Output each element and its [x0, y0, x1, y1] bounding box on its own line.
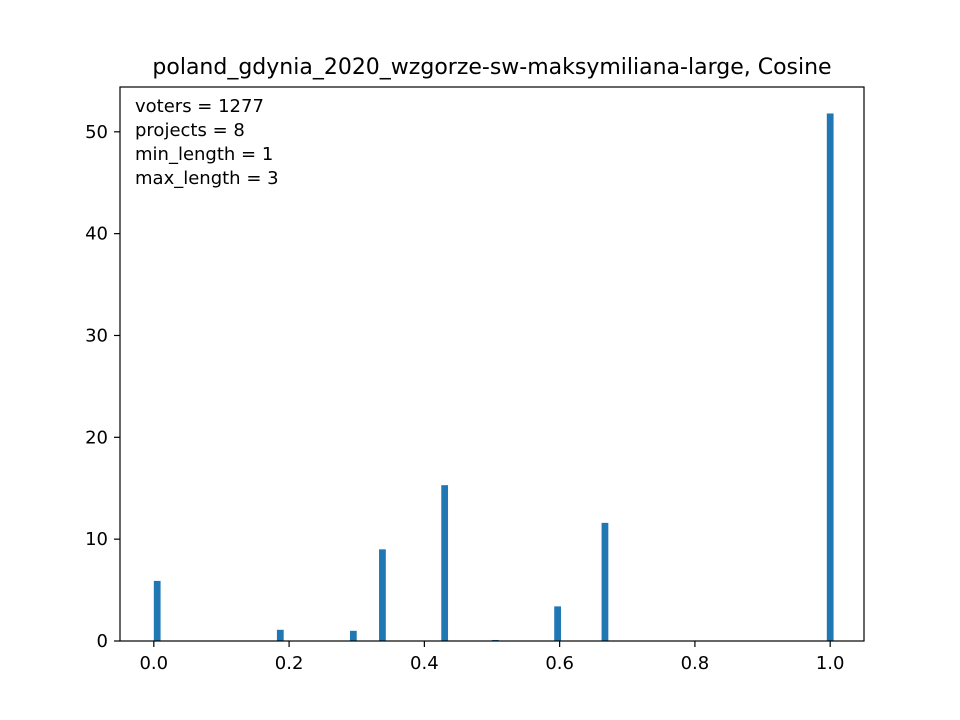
- y-tick-label: 30: [85, 325, 108, 346]
- stats-annotation: voters = 1277 projects = 8 min_length = 1 m…: [135, 96, 279, 189]
- annotation-line: max_length = 3: [135, 168, 279, 189]
- x-tick-label: 1.0: [816, 653, 845, 674]
- x-tick-label: 0.0: [139, 653, 168, 674]
- bar-2: [349, 630, 357, 641]
- annotation-line: projects = 8: [135, 120, 245, 141]
- x-tick-label: 0.6: [545, 653, 574, 674]
- bar-4: [441, 485, 449, 641]
- bar-6: [554, 606, 561, 641]
- y-axis: 0 10 20 30 40 50: [85, 122, 120, 652]
- bar-3: [379, 549, 386, 641]
- x-axis: 0.0 0.2 0.4 0.6 0.8 1.0: [139, 641, 845, 674]
- chart-title: poland_gdynia_2020_wzgorze-sw-maksymilia…: [152, 55, 831, 80]
- y-tick-label: 0: [97, 631, 108, 652]
- bar-0: [153, 580, 161, 641]
- bars-group: [153, 113, 834, 641]
- annotation-line: min_length = 1: [135, 144, 273, 165]
- x-tick-label: 0.8: [681, 653, 710, 674]
- axes-frame: [119, 86, 865, 642]
- annotation-line: voters = 1277: [135, 96, 264, 117]
- y-tick-label: 10: [85, 529, 108, 550]
- x-tick-label: 0.4: [410, 653, 439, 674]
- bar-7: [601, 522, 609, 641]
- x-tick-label: 0.2: [275, 653, 304, 674]
- bar-8: [826, 113, 834, 641]
- bar-1: [276, 629, 284, 641]
- y-tick-label: 40: [85, 224, 108, 245]
- y-tick-label: 20: [85, 427, 108, 448]
- y-tick-label: 50: [85, 122, 108, 143]
